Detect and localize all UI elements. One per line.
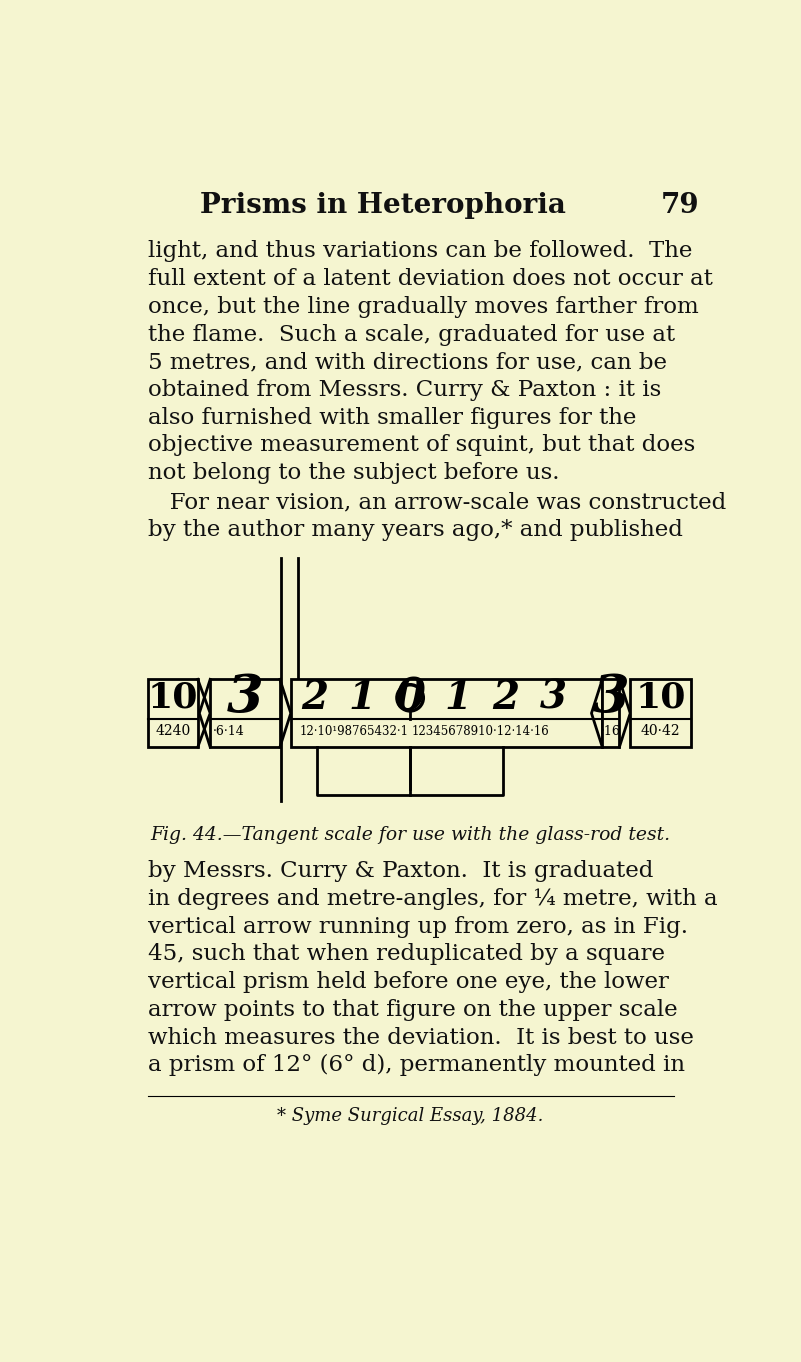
Text: ·6·14: ·6·14 [212, 725, 244, 738]
Text: 3: 3 [227, 673, 264, 723]
Text: obtained from Messrs. Curry & Paxton : it is: obtained from Messrs. Curry & Paxton : i… [148, 379, 662, 400]
Text: vertical arrow running up from zero, as in Fig.: vertical arrow running up from zero, as … [148, 915, 688, 937]
Text: objective measurement of squint, but that does: objective measurement of squint, but tha… [148, 434, 695, 456]
Text: vertical prism held before one eye, the lower: vertical prism held before one eye, the … [148, 971, 669, 993]
Text: 3: 3 [540, 678, 567, 716]
Text: light, and thus variations can be followed.  The: light, and thus variations can be follow… [148, 241, 693, 263]
Text: Fig. 44.—Tangent scale for use with the glass-rod test.: Fig. 44.—Tangent scale for use with the … [150, 825, 670, 843]
Text: the flame.  Such a scale, graduated for use at: the flame. Such a scale, graduated for u… [148, 324, 675, 346]
Bar [630, 680, 690, 748]
Text: ·16: ·16 [601, 725, 621, 738]
Text: Prisms in Heterophoria: Prisms in Heterophoria [200, 192, 566, 219]
Text: in degrees and metre-angles, for ¼ metre, with a: in degrees and metre-angles, for ¼ metre… [148, 888, 718, 910]
Text: 2: 2 [301, 678, 328, 716]
Text: 79: 79 [661, 192, 699, 219]
Text: 4240: 4240 [155, 725, 191, 738]
Text: 12·10¹98765432·1: 12·10¹98765432·1 [300, 725, 409, 738]
Text: 2: 2 [492, 678, 519, 716]
Text: by the author many years ago,* and published: by the author many years ago,* and publi… [148, 519, 683, 541]
Text: * Syme Surgical Essay, 1884.: * Syme Surgical Essay, 1884. [277, 1107, 543, 1125]
Bar [602, 680, 619, 748]
Text: For near vision, an arrow-scale was constructed: For near vision, an arrow-scale was cons… [148, 492, 727, 513]
Text: also furnished with smaller figures for the: also furnished with smaller figures for … [148, 407, 637, 429]
Text: 5 metres, and with directions for use, can be: 5 metres, and with directions for use, c… [148, 351, 667, 373]
Bar [148, 680, 198, 748]
Text: 12345678910·12·14·16: 12345678910·12·14·16 [412, 725, 549, 738]
Text: 10: 10 [147, 681, 198, 715]
Text: a prism of 12° (6° d), permanently mounted in: a prism of 12° (6° d), permanently mount… [148, 1054, 685, 1076]
Text: which measures the deviation.  It is best to use: which measures the deviation. It is best… [148, 1027, 694, 1049]
Text: by Messrs. Curry & Paxton.  It is graduated: by Messrs. Curry & Paxton. It is graduat… [148, 861, 654, 883]
Text: 1: 1 [445, 678, 471, 716]
Text: 0: 0 [395, 677, 425, 719]
Text: full extent of a latent deviation does not occur at: full extent of a latent deviation does n… [148, 268, 713, 290]
Text: 3: 3 [593, 673, 630, 723]
Text: 40·42: 40·42 [641, 725, 680, 738]
Text: 45, such that when reduplicated by a square: 45, such that when reduplicated by a squ… [148, 944, 665, 966]
Text: arrow points to that figure on the upper scale: arrow points to that figure on the upper… [148, 998, 678, 1022]
Text: 1: 1 [349, 678, 376, 716]
Bar [291, 680, 602, 748]
Bar [210, 680, 280, 748]
Text: once, but the line gradually moves farther from: once, but the line gradually moves farth… [148, 296, 699, 317]
Text: not belong to the subject before us.: not belong to the subject before us. [148, 462, 560, 485]
Text: 10: 10 [635, 681, 686, 715]
